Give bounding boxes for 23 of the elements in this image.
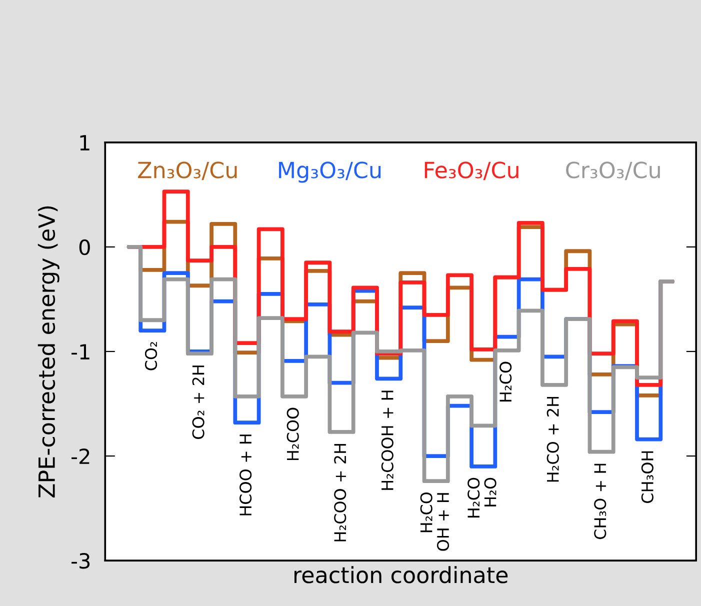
y-tick-label: 0 (79, 239, 90, 256)
y-tick-label: 1 (80, 135, 90, 150)
x-tick-label: CH₃O + H (594, 464, 606, 540)
x-tick-label: CO₂ (144, 342, 158, 370)
x-tick-label: H₂CO (500, 362, 512, 402)
y-tick-label: -1 (72, 344, 90, 360)
y-tick-label: -2 (72, 448, 90, 464)
x-axis-title: reaction coordinate (294, 566, 508, 584)
x-tick-label: H₂COOH + H (381, 390, 394, 490)
text: Mg₃O₃/Cu (279, 162, 381, 183)
x-tick-label: HCOO + H (240, 434, 252, 516)
x-tick-label: H₂COO (286, 408, 299, 460)
text: Cr₃O₃/Cu (566, 162, 660, 180)
x-tick-label: H₂CO + 2H (546, 396, 559, 482)
x-tick-label: H₂CO H₂O (468, 478, 496, 518)
x-tick-label: CO₂ + 2H (192, 366, 204, 439)
y-tick-label: -3 (72, 553, 90, 569)
x-tick-label: H₂COO + 2H (334, 444, 346, 542)
series-label: Zn₃O₃/Cu (138, 162, 237, 180)
x-tick-label: H₂CO OH + H (420, 492, 450, 551)
series-label: Fe₃O₃/Cu (424, 162, 518, 180)
x-tick-label: CH₃OH (641, 451, 654, 503)
y-axis-title: ZPE-corrected energy (eV) (38, 206, 60, 498)
